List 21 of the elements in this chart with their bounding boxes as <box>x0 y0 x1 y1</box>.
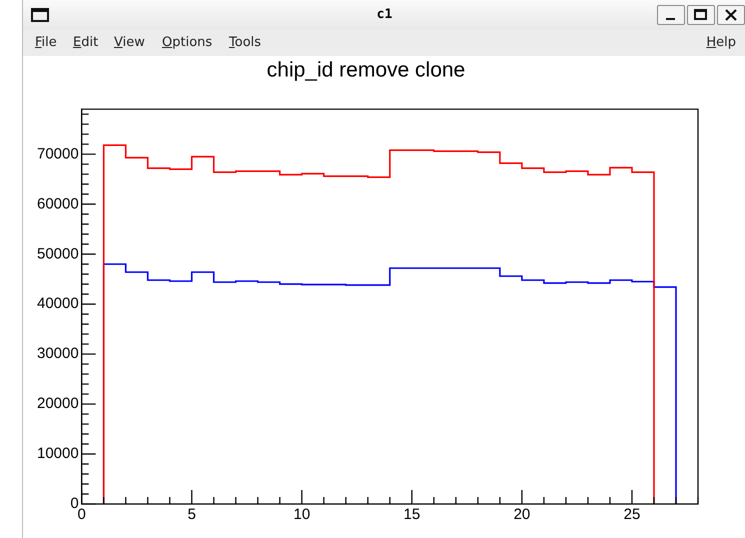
x-tick-label: 25 <box>624 506 640 524</box>
x-tick-label: 15 <box>404 506 420 524</box>
y-tick-label: 30000 <box>36 345 79 362</box>
text: Tools <box>229 35 262 50</box>
text: Edit <box>73 35 98 50</box>
text: View <box>114 35 145 50</box>
y-tick-label: 20000 <box>36 395 79 412</box>
y-tick-label: 0 <box>70 495 79 512</box>
chart-title: chip_id remove clone <box>266 58 466 82</box>
text: c1 <box>376 7 394 22</box>
x-tick-label: 20 <box>514 506 530 524</box>
y-tick-label: 70000 <box>36 145 79 162</box>
y-tick-label: 10000 <box>36 445 79 462</box>
y-tick-label: 50000 <box>36 245 79 262</box>
y-tick-label: 40000 <box>36 295 79 312</box>
text: Help <box>706 35 736 50</box>
x-tick-label: 10 <box>293 506 310 524</box>
y-tick-label: 60000 <box>36 195 79 212</box>
text: File <box>35 35 57 50</box>
text: Options <box>162 35 212 50</box>
x-tick-label: 5 <box>188 506 196 524</box>
